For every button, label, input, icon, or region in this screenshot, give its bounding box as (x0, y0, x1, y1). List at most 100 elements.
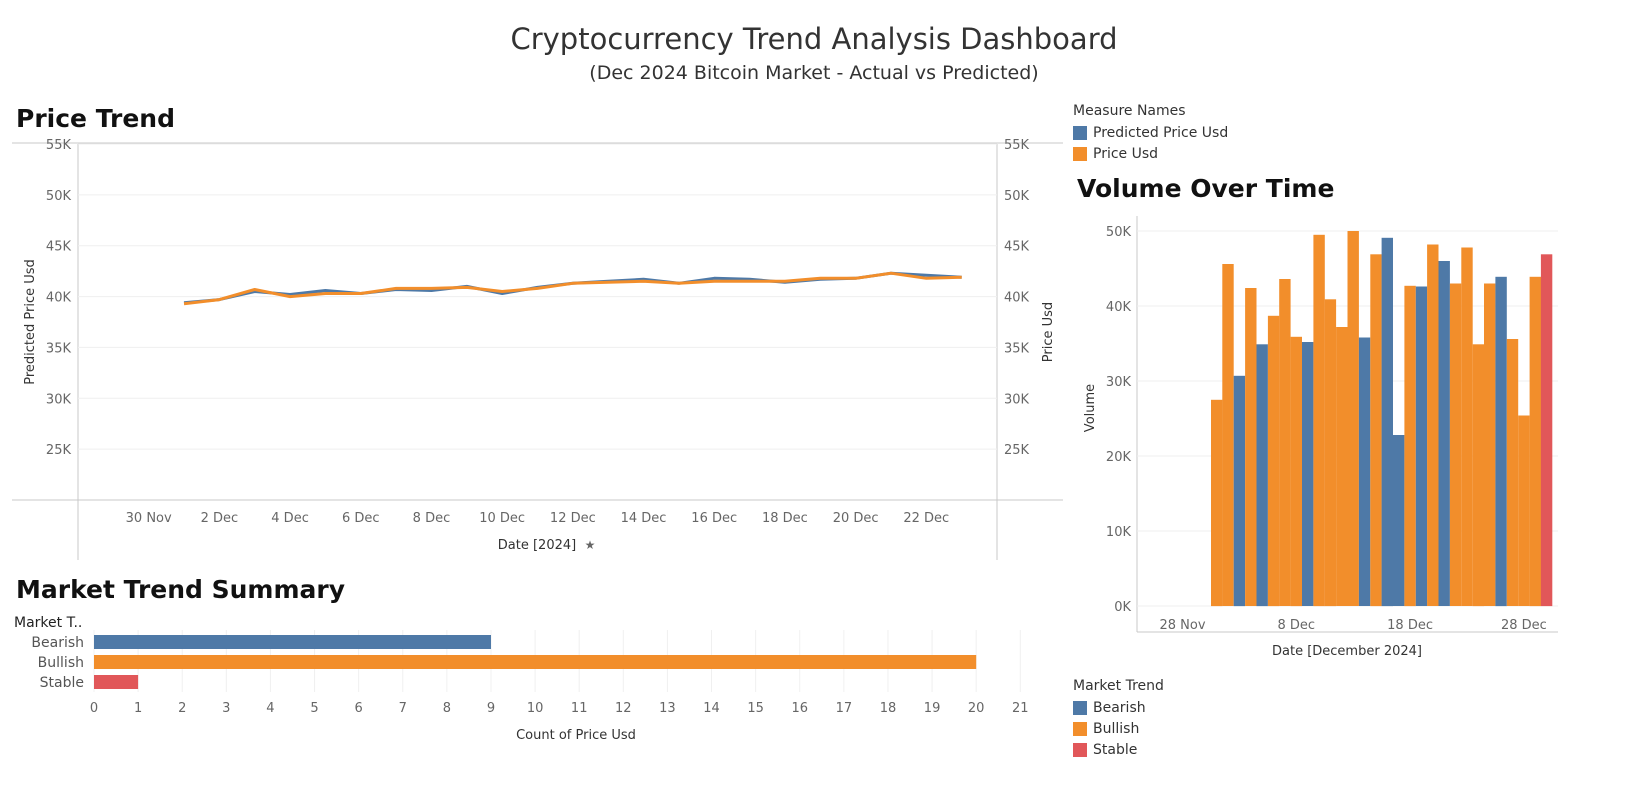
x-tick-label: 20 Dec (833, 511, 879, 526)
y-tick-label-right: 55K (1004, 138, 1030, 153)
legend-label: Stable (1093, 741, 1138, 758)
x-tick-label: 28 Dec (1501, 618, 1547, 633)
legend-item-bullish[interactable]: Bullish (1073, 718, 1164, 739)
x-tick-label: 3 (222, 701, 230, 716)
y-tick-label-right: 45K (1004, 240, 1030, 255)
dashboard-title: Cryptocurrency Trend Analysis Dashboard (510, 22, 1118, 56)
y-tick-label-right: 30K (1004, 392, 1030, 407)
y-tick-label-left: 25K (46, 443, 72, 458)
volume-bar (1336, 327, 1348, 606)
volume-bar (1472, 344, 1485, 607)
y-tick-label-left: 45K (46, 240, 72, 255)
category-label: Bearish (31, 635, 84, 651)
pin-icon: ★ (585, 538, 596, 552)
volume-bar (1211, 399, 1223, 607)
volume-bar (1484, 283, 1496, 606)
volume-bar (1267, 315, 1280, 607)
x-tick-label: 6 Dec (342, 511, 380, 526)
summary-bar (94, 675, 139, 689)
legend-item-price[interactable]: Price Usd (1073, 143, 1228, 164)
x-tick-label: 17 (836, 701, 853, 716)
y-axis-title-right: Price Usd (1041, 302, 1056, 362)
y-tick-label: 30K (1106, 375, 1132, 390)
y-tick-label-left: 30K (46, 392, 72, 407)
x-tick-label: 10 Dec (479, 511, 525, 526)
legend-title: Market Trend (1073, 678, 1164, 694)
y-axis-title: Volume (1083, 384, 1098, 432)
x-tick-label: 5 (310, 701, 318, 716)
x-tick-label: 8 Dec (413, 511, 451, 526)
legend-item-stable[interactable]: Stable (1073, 739, 1164, 760)
legend-swatch (1073, 742, 1087, 757)
volume-bar (1404, 285, 1416, 607)
legend-swatch (1073, 721, 1087, 736)
x-tick-label: 1 (134, 701, 142, 716)
legend-label: Predicted Price Usd (1093, 124, 1229, 141)
x-tick-label: 12 (615, 701, 632, 716)
x-tick-label: 30 Nov (126, 511, 172, 526)
x-axis-title: Date [2024] (498, 538, 576, 553)
x-tick-label: 14 Dec (621, 511, 667, 526)
summary-bar (94, 635, 491, 649)
x-tick-label: 4 (266, 701, 274, 716)
summary-bar (94, 655, 977, 669)
x-tick-label: 9 (487, 701, 495, 716)
y-tick-label: 50K (1106, 225, 1132, 240)
y-tick-label: 10K (1106, 525, 1132, 540)
volume-bar (1529, 276, 1541, 607)
y-tick-label: 40K (1106, 300, 1132, 315)
x-tick-label: 28 Nov (1159, 618, 1205, 633)
legend-label: Bearish (1093, 699, 1146, 716)
market-trend-legend: Market Trend Bearish Bullish Stable (1073, 678, 1164, 760)
x-tick-label: 2 Dec (201, 511, 239, 526)
volume-bar (1290, 336, 1302, 607)
volume-bar (1461, 247, 1473, 606)
volume-bar (1427, 244, 1439, 606)
market-summary-title: Market Trend Summary (16, 575, 346, 604)
x-tick-label: 18 (880, 701, 897, 716)
volume-bar (1324, 299, 1337, 607)
legend-item-predicted[interactable]: Predicted Price Usd (1073, 122, 1228, 143)
volume-bar (1222, 264, 1234, 606)
y-tick-label-left: 40K (46, 291, 72, 306)
volume-bar (1313, 234, 1325, 607)
x-tick-label: 21 (1012, 701, 1029, 716)
x-tick-label: 10 (527, 701, 544, 716)
x-tick-label: 12 Dec (550, 511, 596, 526)
volume-bar (1370, 254, 1382, 607)
x-tick-label: 16 (791, 701, 808, 716)
legend-label: Price Usd (1093, 145, 1159, 162)
x-tick-label: 6 (355, 701, 363, 716)
legend-swatch (1073, 146, 1087, 161)
legend-item-bearish[interactable]: Bearish (1073, 697, 1164, 718)
x-tick-label: 18 Dec (762, 511, 808, 526)
x-tick-label: 0 (90, 701, 98, 716)
volume-bar (1415, 286, 1428, 606)
y-tick-label-right: 25K (1004, 443, 1030, 458)
volume-bar (1518, 415, 1530, 606)
legend-label: Bullish (1093, 720, 1140, 737)
volume-bar (1381, 237, 1393, 607)
x-tick-label: 14 (703, 701, 720, 716)
x-axis-title: Count of Price Usd (516, 728, 636, 743)
category-label: Bullish (38, 655, 84, 671)
x-tick-label: 11 (571, 701, 588, 716)
volume-bar (1438, 261, 1450, 606)
legend-swatch (1073, 125, 1087, 140)
volume-bar (1495, 276, 1507, 607)
x-tick-label: 7 (399, 701, 407, 716)
volume-bar (1279, 279, 1291, 606)
measure-names-legend: Measure Names Predicted Price Usd Price … (1073, 103, 1228, 164)
dashboard-subtitle: (Dec 2024 Bitcoin Market - Actual vs Pre… (589, 62, 1039, 84)
volume-title: Volume Over Time (1077, 174, 1335, 203)
x-tick-label: 13 (659, 701, 676, 716)
legend-swatch (1073, 700, 1087, 715)
y-tick-label-left: 55K (46, 138, 72, 153)
x-tick-label: 19 (924, 701, 941, 716)
volume-bar (1302, 342, 1314, 606)
y-tick-label-right: 35K (1004, 341, 1030, 356)
x-tick-label: 2 (178, 701, 186, 716)
